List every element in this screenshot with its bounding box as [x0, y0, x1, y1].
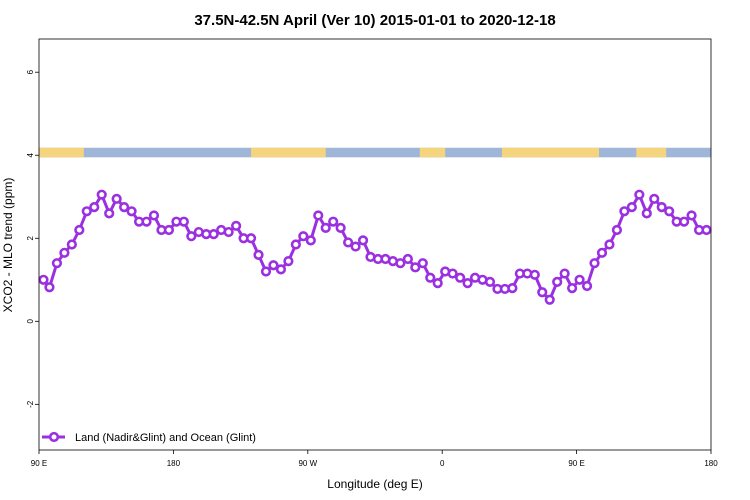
data-point: [395, 258, 406, 269]
data-point: [634, 189, 645, 200]
x-tick-label: 90 W: [298, 459, 317, 468]
data-point: [59, 247, 70, 258]
data-point: [89, 202, 100, 213]
land-segment: [636, 147, 667, 158]
legend: Land (Nadir&Glint) and Ocean (Glint): [42, 431, 256, 444]
data-point: [619, 206, 630, 217]
y-tick-label: 6: [26, 69, 35, 74]
data-point: [298, 231, 309, 242]
data-point: [223, 226, 234, 238]
data-point: [529, 269, 540, 280]
x-axis-label: Longitude (deg E): [327, 477, 422, 491]
data-point: [664, 206, 675, 217]
data-point: [231, 220, 242, 231]
data-point: [589, 258, 600, 269]
data-point: [350, 241, 361, 252]
data-point: [245, 233, 257, 244]
data-point: [417, 258, 428, 269]
data-point: [178, 216, 189, 227]
data-point: [410, 262, 421, 273]
y-tick-label: -2: [26, 400, 35, 408]
chart-title: 37.5N-42.5N April (Ver 10) 2015-01-01 to…: [194, 12, 555, 29]
data-point: [537, 287, 548, 298]
data-point: [343, 237, 354, 248]
land-segment: [501, 147, 599, 158]
data-point: [81, 206, 92, 217]
data-point: [559, 268, 570, 279]
data-point: [253, 249, 264, 260]
data-point: [208, 229, 219, 240]
data-point: [611, 224, 623, 236]
y-tick-label: 2: [26, 235, 35, 240]
data-point: [447, 268, 458, 279]
data-point: [641, 208, 652, 219]
ocean-band: [39, 147, 711, 158]
axes: 90 E 180 90 W 0 90 E 180 -2 0 2 4 6: [26, 69, 718, 468]
data-point: [275, 264, 287, 275]
data-point: [163, 224, 175, 236]
data-point: [283, 256, 294, 267]
data-point: [649, 193, 660, 204]
data-point: [679, 216, 690, 227]
x-tick-label: 180: [704, 459, 718, 468]
legend-label: Land (Nadir&Glint) and Ocean (Glint): [75, 432, 256, 444]
data-point: [604, 239, 615, 250]
data-point: [104, 208, 115, 219]
plot-area: [39, 39, 711, 450]
series-group: [38, 189, 712, 305]
x-tick-label: 90 E: [31, 459, 47, 468]
land-segment: [39, 147, 84, 158]
plot-frame: [38, 38, 712, 451]
data-point: [626, 202, 637, 213]
data-point: [66, 239, 77, 250]
y-axis-label: XCO2 - MLO trend (ppm): [1, 178, 15, 313]
data-point: [552, 276, 563, 287]
data-point: [507, 282, 518, 294]
data-point: [581, 280, 593, 292]
data-point: [335, 222, 346, 233]
x-tick-label: 0: [440, 459, 445, 468]
data-point: [305, 235, 316, 246]
data-point: [567, 282, 578, 294]
data-point: [357, 235, 369, 246]
data-point: [328, 216, 339, 227]
x-tick-label: 180: [167, 459, 181, 468]
data-point: [425, 272, 436, 283]
data-point: [44, 282, 55, 293]
data-point: [320, 222, 331, 233]
y-tick-label: 0: [26, 319, 35, 324]
land-segment: [251, 147, 326, 158]
data-point: [38, 274, 49, 285]
data-point: [260, 266, 272, 277]
data-point: [51, 258, 63, 269]
data-point: [119, 202, 130, 213]
data-point: [574, 274, 585, 285]
data-point: [148, 210, 160, 221]
data-point: [544, 294, 555, 305]
x-tick-label: 90 E: [568, 459, 584, 468]
data-point: [656, 202, 667, 213]
data-point: [96, 189, 107, 200]
data-point: [462, 278, 473, 289]
data-point: [686, 210, 697, 221]
data-point: [402, 253, 413, 265]
data-point: [290, 239, 301, 250]
land-segment: [419, 147, 446, 158]
y-tick-label: 4: [26, 152, 35, 157]
data-point: [74, 224, 85, 236]
data-point: [186, 231, 197, 242]
data-point: [701, 224, 712, 236]
legend-marker: [48, 431, 60, 443]
data-point: [432, 278, 443, 289]
data-point: [455, 272, 466, 283]
data-point: [268, 260, 279, 271]
data-point: [126, 206, 137, 217]
data-point: [111, 193, 122, 204]
data-point: [484, 276, 496, 287]
data-point: [141, 216, 152, 227]
data-point: [313, 210, 324, 221]
data-point: [596, 247, 608, 258]
land-ocean-strip: [39, 147, 711, 158]
